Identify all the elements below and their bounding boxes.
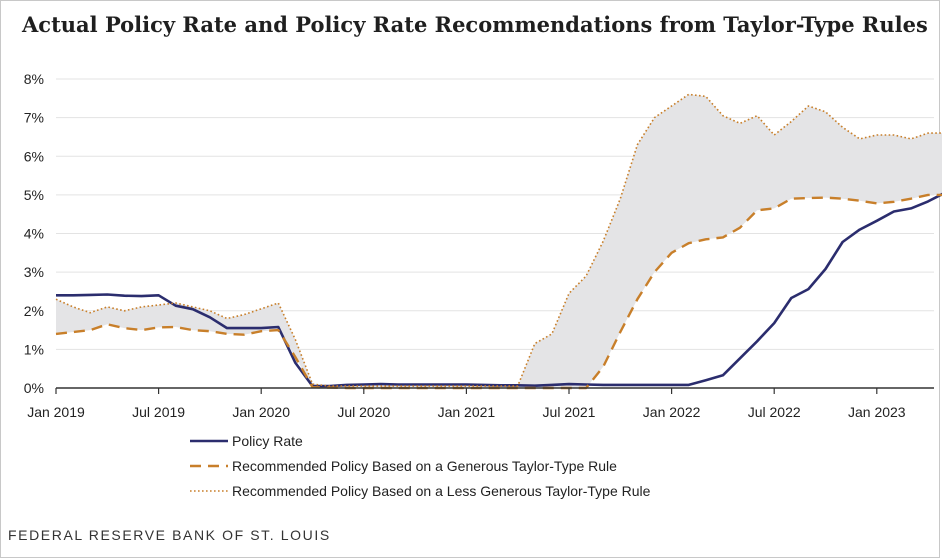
y-tick-label: 5% [24, 187, 44, 203]
y-tick-label: 7% [24, 110, 44, 126]
y-tick-label: 8% [24, 71, 44, 87]
x-tick-label: Jan 2021 [438, 404, 496, 420]
series-line-policy-rate [56, 192, 942, 388]
y-tick-label: 2% [24, 303, 44, 319]
legend-item-less-generous-rule-label: Recommended Policy Based on a Less Gener… [232, 483, 651, 499]
legend: Policy Rate Recommended Policy Based on a… [190, 433, 651, 499]
source-credit: FEDERAL RESERVE BANK OF ST. LOUIS [8, 527, 331, 543]
x-tick-label: Jan 2023 [848, 404, 906, 420]
shaded-band [56, 94, 942, 388]
x-tick-label: Jan 2022 [643, 404, 701, 420]
y-tick-label: 4% [24, 226, 44, 242]
x-tick-label: Jan 2019 [27, 404, 85, 420]
band-area [56, 94, 942, 388]
y-tick-label: 3% [24, 264, 44, 280]
legend-item-generous-rule-label: Recommended Policy Based on a Generous T… [232, 458, 617, 474]
x-tick-label: Jul 2021 [543, 404, 596, 420]
axes: 0% 1% 2% 3% 4% 5% 6% 7% 8% Jan 2019 Jul 2019 Jan 20… [24, 71, 934, 420]
chart-title: Actual Policy Rate and Policy Rate Recom… [22, 12, 928, 37]
legend-item-policy-rate-label: Policy Rate [232, 433, 303, 449]
y-tick-label: 1% [24, 341, 44, 357]
y-tick-label: 0% [24, 380, 44, 396]
series-line-less-generous-rule [55, 93, 942, 387]
x-tick-label: Jul 2020 [337, 404, 390, 420]
x-tick-label: Jul 2022 [748, 404, 801, 420]
series-line-generous-rule [55, 193, 942, 390]
x-tick-label: Jul 2019 [132, 404, 185, 420]
y-tick-label: 6% [24, 148, 44, 164]
x-tick-label: Jan 2020 [232, 404, 290, 420]
